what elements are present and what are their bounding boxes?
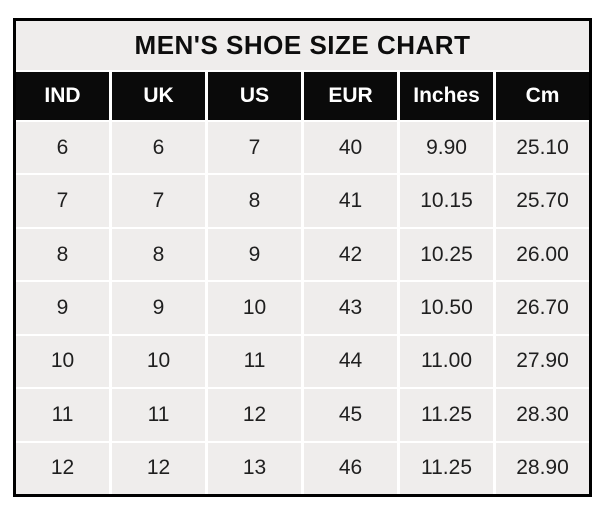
table-cell: 40 xyxy=(304,122,397,174)
table-cell: 45 xyxy=(304,389,397,441)
table-cell: 44 xyxy=(304,335,397,388)
column-header-uk: UK xyxy=(112,72,205,120)
table-cell: 10.25 xyxy=(400,228,493,281)
table-cell: 10.50 xyxy=(400,282,493,334)
table-cell: 7 xyxy=(16,175,109,227)
table-cell: 28.30 xyxy=(496,389,589,441)
table-cell: 10 xyxy=(112,335,205,388)
table-cell: 12 xyxy=(208,389,301,441)
table-cell: 7 xyxy=(208,122,301,174)
table-cell: 41 xyxy=(304,175,397,227)
table-cell: 26.00 xyxy=(496,228,589,281)
table-cell: 11 xyxy=(208,335,301,388)
table-cell: 10.15 xyxy=(400,175,493,227)
table-header-row: IND UK US EUR Inches Cm xyxy=(16,72,589,120)
table-cell: 28.90 xyxy=(496,442,589,494)
table-cell: 25.70 xyxy=(496,175,589,227)
table-cell: 6 xyxy=(112,122,205,174)
table-cell: 11 xyxy=(112,389,205,441)
table-cell: 12 xyxy=(112,442,205,494)
column-header-us: US xyxy=(208,72,301,120)
table-cell: 11.25 xyxy=(400,442,493,494)
table-cell: 6 xyxy=(16,122,109,174)
table-cell: 13 xyxy=(208,442,301,494)
table-cell: 12 xyxy=(16,442,109,494)
table-cell: 10 xyxy=(208,282,301,334)
table-cell: 46 xyxy=(304,442,397,494)
table-cell: 9 xyxy=(16,282,109,334)
table-cell: 11.25 xyxy=(400,389,493,441)
table-cell: 9 xyxy=(208,228,301,281)
shoe-size-chart: MEN'S SHOE SIZE CHART IND UK US EUR Inch… xyxy=(13,18,592,497)
table-cell: 10 xyxy=(16,335,109,388)
table-cell: 7 xyxy=(112,175,205,227)
column-header-eur: EUR xyxy=(304,72,397,120)
table-cell: 42 xyxy=(304,228,397,281)
column-header-cm: Cm xyxy=(496,72,589,120)
table-cell: 43 xyxy=(304,282,397,334)
table-cell: 25.10 xyxy=(496,122,589,174)
table-cell: 9 xyxy=(112,282,205,334)
table-cell: 27.90 xyxy=(496,335,589,388)
column-header-ind: IND xyxy=(16,72,109,120)
table-cell: 26.70 xyxy=(496,282,589,334)
table-cell: 11 xyxy=(16,389,109,441)
table-cell: 11.00 xyxy=(400,335,493,388)
table-cell: 8 xyxy=(208,175,301,227)
table-cell: 8 xyxy=(16,228,109,281)
table-cell: 8 xyxy=(112,228,205,281)
table-body: 6 6 7 40 9.90 25.10 7 7 8 41 10.15 25.70… xyxy=(16,122,589,494)
page-title: MEN'S SHOE SIZE CHART xyxy=(16,21,589,70)
table-cell: 9.90 xyxy=(400,122,493,174)
column-header-inches: Inches xyxy=(400,72,493,120)
